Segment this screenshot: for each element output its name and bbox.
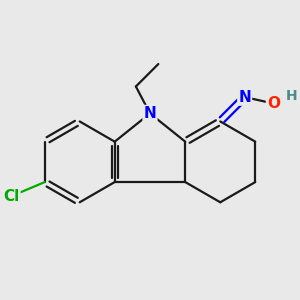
Text: H: H — [286, 89, 297, 103]
Text: Cl: Cl — [3, 189, 20, 204]
Text: O: O — [267, 96, 280, 111]
Text: N: N — [238, 90, 251, 105]
Text: N: N — [144, 106, 156, 121]
